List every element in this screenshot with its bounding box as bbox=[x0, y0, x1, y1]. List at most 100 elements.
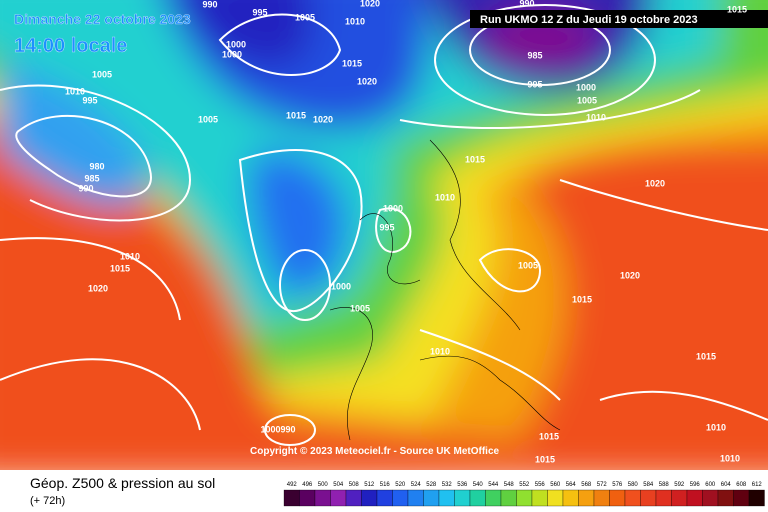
scale-label: 608 bbox=[736, 482, 747, 488]
scale-swatch bbox=[531, 489, 548, 507]
scale-label: 584 bbox=[643, 482, 654, 488]
scale-swatch bbox=[624, 489, 641, 507]
isobar-label: 995 bbox=[379, 222, 394, 232]
scale-label: 560 bbox=[550, 482, 561, 488]
scale-label: 604 bbox=[721, 482, 732, 488]
isobar-label: 1015 bbox=[535, 454, 555, 464]
isobar-label: 1020 bbox=[357, 76, 377, 86]
scale-swatch bbox=[330, 489, 347, 507]
isobar-label: 1015 bbox=[539, 431, 559, 441]
isobar-label: 1010 bbox=[120, 251, 140, 261]
scale-swatch bbox=[500, 489, 517, 507]
isobars bbox=[0, 4, 768, 446]
scale-label: 544 bbox=[488, 482, 499, 488]
scale-label: 536 bbox=[457, 482, 468, 488]
isobar-label: 1015 bbox=[572, 294, 592, 304]
isobar-label: 995 bbox=[82, 95, 97, 105]
scale-label: 580 bbox=[628, 482, 639, 488]
isobar-label: 1000990 bbox=[260, 424, 295, 434]
isobar-label: 1015 bbox=[696, 351, 716, 361]
scale-label: 552 bbox=[519, 482, 530, 488]
scale-label: 500 bbox=[318, 482, 329, 488]
isobar-label: 1000 bbox=[226, 39, 246, 49]
scale-label: 516 bbox=[380, 482, 391, 488]
scale-swatch bbox=[299, 489, 316, 507]
isobar-label: 1010 bbox=[345, 16, 365, 26]
isobar-label: 1015 bbox=[342, 58, 362, 68]
isobar-label: 1015 bbox=[286, 110, 306, 120]
color-scale: 492 496 500 504 508 512 516 520 524 528 532 536 540 5… bbox=[283, 482, 765, 507]
scale-swatch bbox=[376, 489, 393, 507]
isobar-label: 1000 bbox=[576, 82, 596, 92]
isobar-label: 990 bbox=[202, 0, 217, 9]
scale-label: 548 bbox=[504, 482, 515, 488]
scale-swatch bbox=[454, 489, 471, 507]
isobar-label: 1000 bbox=[222, 49, 242, 59]
isobar-label: 1005 bbox=[92, 69, 112, 79]
scale-swatch bbox=[423, 489, 440, 507]
scale-label: 592 bbox=[674, 482, 685, 488]
isobar-label: 990 bbox=[78, 183, 93, 193]
isobar-label: 1015 bbox=[465, 154, 485, 164]
isobar-label: 1010 bbox=[435, 192, 455, 202]
scale-swatch bbox=[733, 489, 750, 507]
scale-swatch bbox=[469, 489, 486, 507]
isobar-label: 1015 bbox=[110, 263, 130, 273]
scale-swatch bbox=[345, 489, 362, 507]
isobar-label: 1000 bbox=[331, 281, 351, 291]
scale-label: 600 bbox=[705, 482, 716, 488]
scale-label: 524 bbox=[411, 482, 422, 488]
scale-swatch bbox=[640, 489, 657, 507]
scale-swatch bbox=[671, 489, 688, 507]
scale-label: 520 bbox=[395, 482, 406, 488]
scale-swatch bbox=[392, 489, 409, 507]
scale-swatch bbox=[717, 489, 734, 507]
isobar-label: 1015 bbox=[727, 4, 747, 14]
date: Dimanche 22 octobre 2023 bbox=[14, 11, 191, 27]
copyright: Copyright © 2023 Meteociel.fr - Source U… bbox=[250, 446, 500, 457]
scale-label: 568 bbox=[581, 482, 592, 488]
scale-swatch bbox=[314, 489, 331, 507]
isobar-label: 1020 bbox=[360, 0, 380, 8]
coastlines bbox=[329, 139, 561, 441]
isobar-label: 1020 bbox=[313, 114, 333, 124]
isobar-label: 995 bbox=[252, 7, 267, 17]
footer-title: Géop. Z500 & pression au sol bbox=[30, 475, 215, 491]
scale-swatch bbox=[609, 489, 626, 507]
scale-swatch bbox=[485, 489, 502, 507]
isobar-label: 1005 bbox=[518, 260, 538, 270]
isobar-label: 1020 bbox=[620, 270, 640, 280]
scale-label: 576 bbox=[612, 482, 623, 488]
scale-label: 528 bbox=[426, 482, 437, 488]
isobar-label: 980 bbox=[89, 161, 104, 171]
scale-label: 532 bbox=[442, 482, 453, 488]
isobar-label: 1010 bbox=[430, 346, 450, 356]
isobar-label: 990 bbox=[519, 0, 534, 8]
scale-swatch bbox=[686, 489, 703, 507]
isobar-label: 1020 bbox=[88, 283, 108, 293]
isobar-label: 1005 bbox=[198, 114, 218, 124]
scale-swatch bbox=[547, 489, 564, 507]
scale-label: 588 bbox=[659, 482, 670, 488]
isobar-label: 1010 bbox=[706, 422, 726, 432]
isobar-label: 1000 bbox=[383, 203, 403, 213]
scale-swatch bbox=[593, 489, 610, 507]
isobar-label: 1010 bbox=[65, 86, 85, 96]
scale-label: 596 bbox=[690, 482, 701, 488]
isobar-label: 1020 bbox=[645, 178, 665, 188]
scale-label: 504 bbox=[333, 482, 344, 488]
scale-label: 540 bbox=[473, 482, 484, 488]
isobar-label: 1005 bbox=[577, 95, 597, 105]
scale-swatch bbox=[438, 489, 455, 507]
scale-swatch bbox=[407, 489, 424, 507]
geopotential-field bbox=[0, 0, 768, 480]
scale-swatch bbox=[655, 489, 672, 507]
scale-swatch bbox=[361, 489, 378, 507]
scale-label: 556 bbox=[535, 482, 546, 488]
isobar-label: 1010 bbox=[586, 112, 606, 122]
isobar-label: 1010 bbox=[720, 453, 740, 463]
scale-swatch bbox=[562, 489, 579, 507]
